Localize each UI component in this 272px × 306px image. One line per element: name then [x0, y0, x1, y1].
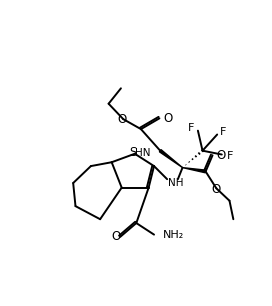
Text: NH: NH [168, 178, 183, 188]
Polygon shape [159, 150, 183, 168]
Text: O: O [217, 149, 226, 162]
Polygon shape [183, 168, 206, 173]
Text: O: O [212, 184, 221, 196]
Text: O: O [163, 112, 172, 125]
Text: HN: HN [135, 148, 151, 158]
Text: F: F [220, 127, 227, 137]
Text: F: F [188, 123, 194, 133]
Text: O: O [118, 114, 127, 126]
Text: O: O [112, 230, 121, 243]
Text: S: S [129, 147, 137, 159]
Text: NH₂: NH₂ [162, 230, 184, 240]
Text: F: F [226, 151, 233, 161]
